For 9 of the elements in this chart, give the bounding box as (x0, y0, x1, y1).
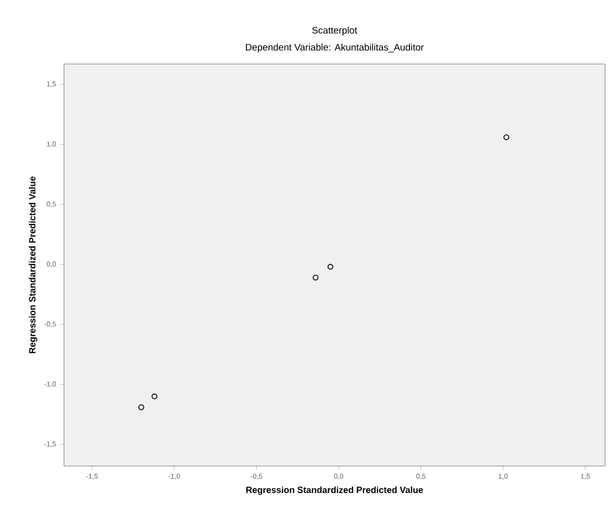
chart-title: Scatterplot (312, 26, 358, 36)
y-axis-title: Regression Standardized Predicted Value (28, 176, 38, 354)
chart-subtitle: Dependent Variable: Akuntabilitas_Auditor (246, 44, 424, 52)
point (151, 393, 158, 400)
point (312, 274, 319, 281)
x-axis-title: Regression Standardized Predicted Value (246, 486, 423, 495)
point (138, 404, 144, 410)
point (327, 264, 334, 270)
point (503, 134, 510, 140)
